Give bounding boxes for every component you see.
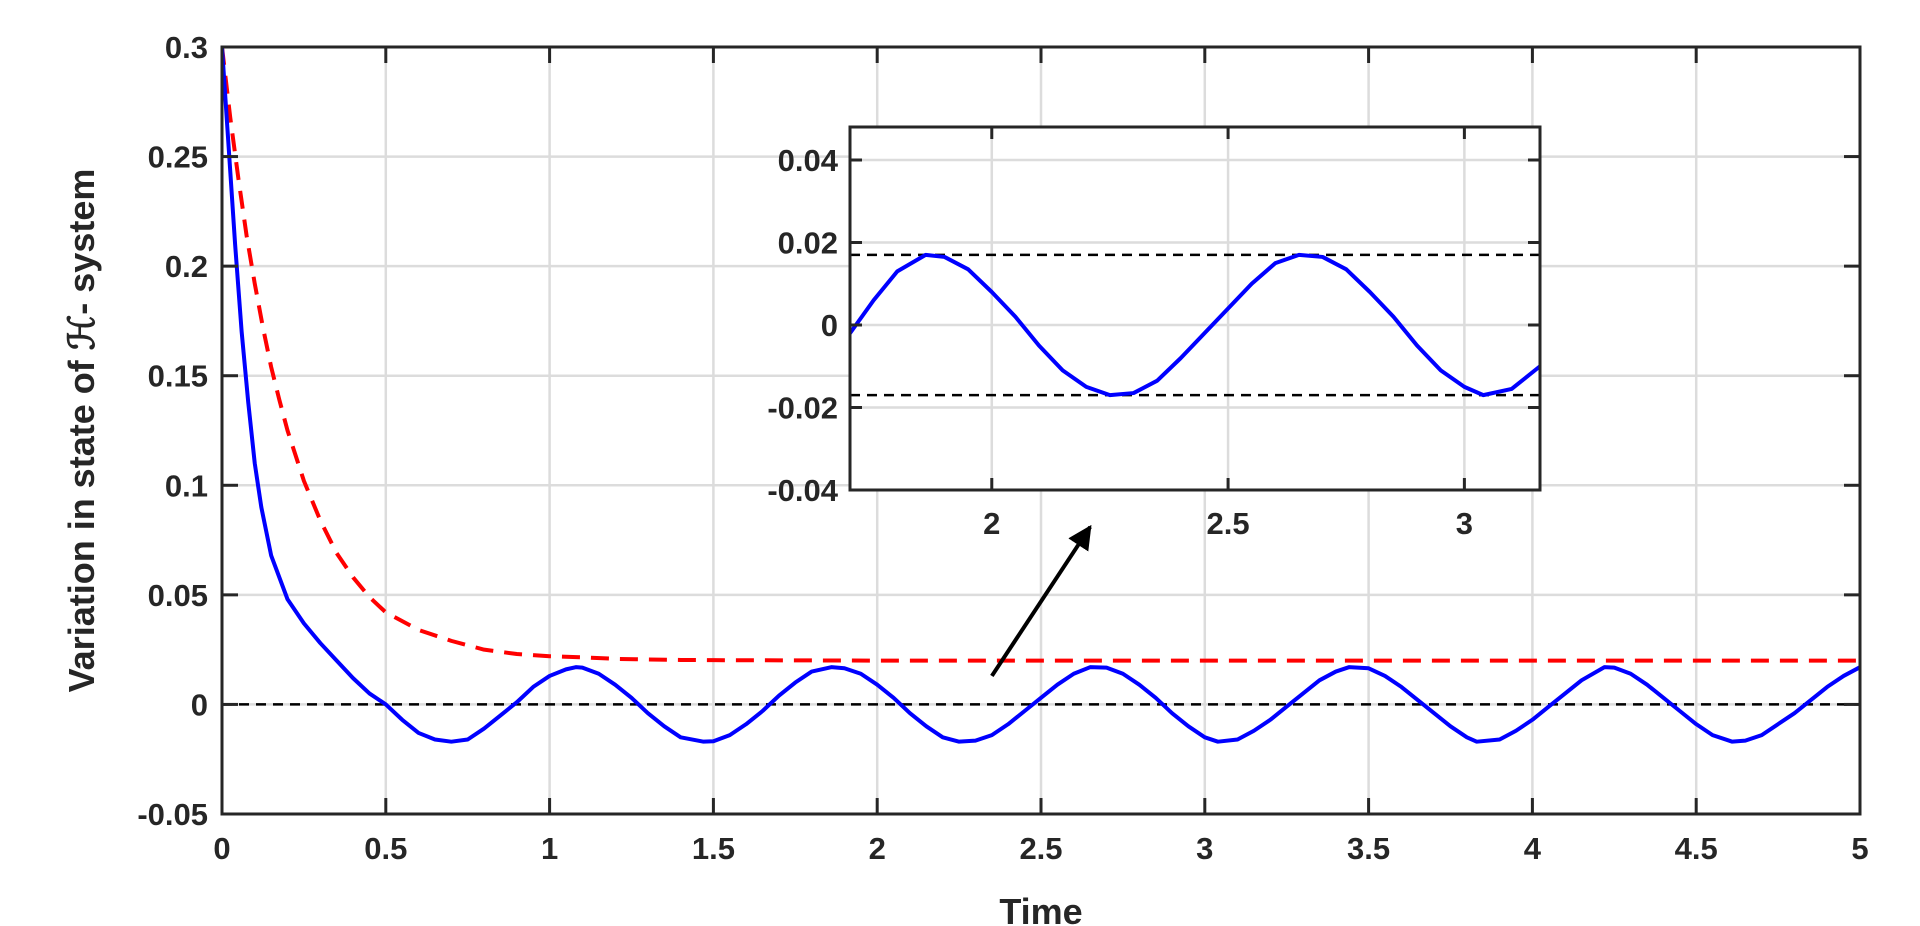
inset-axes-frame — [848, 125, 1542, 492]
main-y-tick-label: 0.1 — [165, 468, 208, 503]
inset-y-tick-label: -0.02 — [767, 391, 838, 426]
zoom-arrow — [990, 524, 1092, 678]
annotation-group — [990, 524, 1092, 678]
inset-blue-series-line — [850, 252, 1540, 398]
main-x-tick-label: 3 — [1196, 831, 1213, 866]
main-x-tick-label: 5 — [1851, 831, 1868, 866]
inset-x-tick-label: 2 — [983, 506, 1000, 541]
main-y-tick-label: 0.15 — [148, 359, 208, 394]
main-y-tick-label: 0 — [191, 687, 208, 722]
main-series-group — [222, 47, 1860, 744]
inset-y-tick-label: 0 — [821, 308, 838, 343]
main-y-tick-label: 0.2 — [165, 249, 208, 284]
inset-x-tick-label: 2.5 — [1207, 506, 1250, 541]
main-x-tick-label: 3.5 — [1347, 831, 1390, 866]
inset-plot-area — [850, 127, 1540, 490]
main-x-tick-label: 0 — [213, 831, 230, 866]
inset-y-tick-labels: -0.04 -0.02 0 0.02 0.04 — [767, 143, 838, 508]
inset-y-tick-label: -0.04 — [767, 473, 838, 508]
red-dashed-series-line — [222, 47, 1860, 663]
main-x-tick-label: 4 — [1524, 831, 1542, 866]
inset-x-tick-label: 3 — [1456, 506, 1473, 541]
main-x-tick-label: 4.5 — [1675, 831, 1718, 866]
main-y-tick-label: 0.3 — [165, 30, 208, 65]
inset-series-group — [850, 252, 1540, 398]
blue-solid-series-line — [222, 47, 1860, 744]
main-x-tick-label: 1.5 — [692, 831, 735, 866]
main-y-tick-label: -0.05 — [137, 797, 208, 832]
main-x-tick-labels: 0 0.5 1 1.5 2 2.5 3 3.5 4 4.5 5 — [213, 831, 1868, 866]
main-tick-marks — [220, 45, 1862, 816]
inset-y-tick-label: 0.04 — [778, 143, 839, 178]
main-y-tick-label: 0.05 — [148, 578, 208, 613]
x-axis-label: Time — [999, 891, 1082, 926]
main-x-tick-label: 2 — [869, 831, 886, 866]
main-x-tick-label: 2.5 — [1019, 831, 1062, 866]
y-axis-label: Variation in state of ℋ- system — [61, 169, 102, 693]
main-y-tick-label: 0.25 — [148, 140, 208, 175]
main-x-tick-label: 1 — [541, 831, 558, 866]
main-x-tick-label: 0.5 — [364, 831, 407, 866]
main-y-tick-labels: -0.05 0 0.05 0.1 0.15 0.2 0.25 0.3 — [137, 30, 208, 832]
inset-x-tick-labels: 2 2.5 3 — [983, 506, 1473, 541]
inset-tick-marks — [850, 127, 1540, 492]
inset-y-tick-label: 0.02 — [778, 226, 838, 261]
